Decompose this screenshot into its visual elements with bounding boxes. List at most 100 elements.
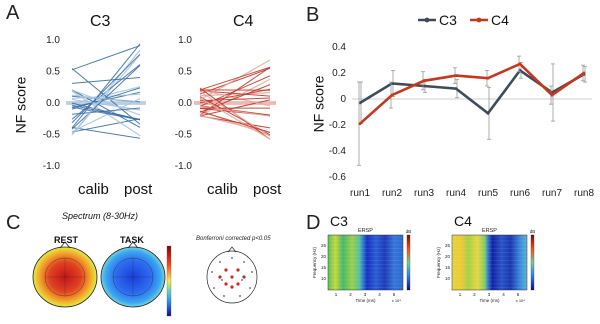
panel-a-subject-line (71, 107, 141, 115)
panel-b-point (422, 79, 426, 83)
panel-a-ytick: -1.0 (43, 161, 61, 172)
ersp-exponent: x 10⁴ (516, 298, 526, 303)
panel-b-xtick: run4 (446, 188, 466, 199)
panel-b-legend: C3 C4 (418, 12, 509, 28)
panel-b-ytick: -0.2 (329, 120, 347, 131)
panel-a-plot: 1.0 0.5 0.0 -0.5 -1.0 1.0 0.5 0.0 -0.5 -1.0 (43, 35, 276, 172)
electrode-dot (221, 279, 223, 281)
ersp-colorbar (406, 234, 411, 291)
panel-a-subject-line (199, 90, 271, 97)
ersp-ytick: 25 (321, 243, 327, 248)
panel-a-ytick: 0.0 (46, 98, 60, 109)
panel-b-ytick: -0.6 (329, 172, 347, 183)
electrode-dot (231, 257, 233, 259)
panel-b-point (582, 71, 586, 75)
ersp-title: ERSP (358, 228, 373, 234)
panel-a-subject-line (71, 43, 141, 129)
electrode-dot (223, 295, 225, 297)
panel-a-subject-line (199, 92, 271, 97)
panel-a-ytick: 1.0 (46, 35, 60, 46)
panel-a-ytick: 0.0 (178, 98, 192, 109)
panel-c-task-label: TASK (120, 235, 144, 245)
panel-c-colorbar (166, 245, 172, 317)
panel-a-ytick: -0.5 (175, 130, 193, 141)
ersp-xtick: 2 (349, 292, 352, 297)
panel-a-subject-line (199, 59, 271, 101)
electrode-dot (211, 271, 213, 273)
panel-a-subject-line (71, 65, 141, 130)
task-topomap (100, 241, 166, 308)
panel-a-subject-line (199, 97, 271, 140)
ersp-colorbar (530, 234, 535, 291)
significant-electrode-dot (218, 275, 222, 279)
panel-a-subject-line (199, 89, 271, 107)
panel-a-ytick: -1.0 (175, 161, 193, 172)
panel-b-xtick: run8 (574, 188, 594, 199)
significant-electrode-dot (230, 285, 234, 289)
ersp-xtick: 5 (393, 292, 396, 297)
ersp-xtick: 4 (378, 292, 381, 297)
ersp-xtick: 3 (488, 292, 491, 297)
significant-electrode-dot (230, 275, 234, 279)
panel-a-subject-line (199, 97, 271, 102)
panel-c-title: Spectrum (8-30Hz) (62, 211, 139, 221)
ersp-xlabel: Time (ms) (479, 298, 500, 303)
panel-a-subject-line (71, 98, 141, 133)
panel-b-letter: B (306, 4, 320, 26)
ersp-db-label: dB (530, 229, 536, 234)
ersp-xlabel: Time (ms) (355, 298, 376, 303)
panel-b-xtick: run7 (542, 188, 562, 199)
panel-a-c4-title: C4 (233, 13, 254, 30)
panel-b-line-c4 (359, 62, 585, 125)
panel-a-subject-line (71, 104, 141, 121)
ersp-ytick: 20 (445, 254, 451, 259)
panel-a-subject-line (199, 114, 271, 134)
panel-b-xtick: run2 (382, 188, 402, 199)
panel-a-subject-line (71, 68, 141, 125)
ersp-ylabel: Frequency (Hz) (436, 246, 441, 278)
panel-a-mean-band (194, 101, 276, 105)
electrode-dot (249, 287, 251, 289)
ersp-xtick: 1 (335, 292, 338, 297)
panel-a-ytick: -0.5 (43, 130, 61, 141)
significant-electrode-dot (236, 268, 240, 272)
legend-label-c3: C3 (439, 12, 457, 28)
ersp-map-c4: ERSP 25 20 15 10 1 2 3 4 5 Time (ms) x 10⁴ Frequency… (436, 228, 535, 303)
ersp-ytick: 15 (321, 265, 327, 270)
panel-a-subject-line (199, 110, 271, 133)
panel-b-point (358, 122, 362, 126)
panel-a-subject-line (71, 53, 141, 124)
panel-b-xtick: run1 (350, 188, 370, 199)
panel-a-c4-xlabel-post: post (253, 181, 282, 198)
panel-a-subject-line (71, 77, 141, 84)
ersp-xtick: 5 (517, 292, 520, 297)
ersp-xtick: 4 (502, 292, 505, 297)
legend-marker (424, 17, 430, 23)
panel-a-subject-line (199, 75, 271, 107)
panel-a-subject-line (71, 45, 141, 71)
panel-d-c3-title: C3 (330, 213, 348, 229)
panel-a-subject-line (71, 118, 141, 133)
significant-electrode-dot (236, 282, 240, 286)
panel-a-c3-xlabel-calib: calib (78, 181, 109, 198)
legend-label-c4: C4 (491, 12, 509, 28)
ersp-exponent: x 10⁴ (392, 298, 402, 303)
panel-a-letter: A (6, 2, 20, 24)
panel-c-bonferroni-label: Bonferroni corrected p<0.05 (196, 236, 271, 242)
electrode-dot (239, 295, 241, 297)
panel-c-letter: C (6, 212, 21, 234)
significant-electrode-dot (224, 268, 228, 272)
panel-b-point (518, 62, 522, 66)
panel-d-letter: D (306, 212, 321, 234)
ersp-xtick: 1 (459, 292, 462, 297)
electrode-dot (219, 261, 221, 263)
panel-a-c3-title: C3 (90, 13, 111, 30)
panel-a-subject-line (71, 98, 141, 111)
panel-b-point (486, 76, 490, 80)
panel-b-ytick: 0.4 (332, 42, 346, 53)
ersp-xtick: 3 (364, 292, 367, 297)
rest-topomap (32, 241, 98, 308)
panel-b-xtick: run3 (414, 188, 434, 199)
panel-b-series-c4 (357, 55, 586, 166)
